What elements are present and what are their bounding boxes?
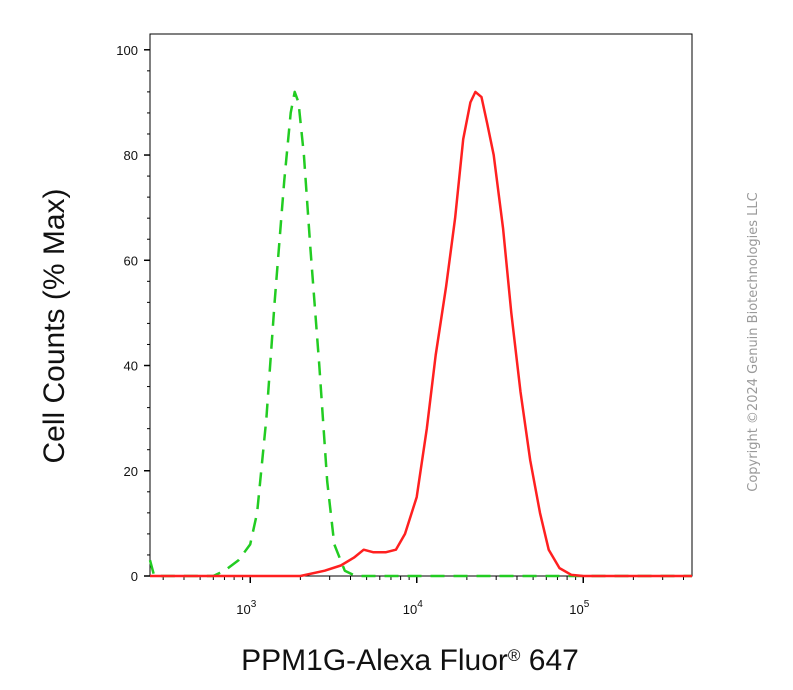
x-axis: 103 104 105: [162, 576, 684, 617]
x-tick-label: 104: [403, 599, 423, 617]
y-tick-label: 100: [116, 43, 138, 58]
y-tick-label: 80: [124, 148, 138, 163]
x-axis-title-main: PPM1G-Alexa Fluor: [241, 644, 508, 677]
histogram-line-2: [150, 90, 692, 578]
y-tick-label: 60: [124, 253, 138, 268]
x-tick-label: 103: [236, 599, 256, 617]
plot-frame: [149, 33, 693, 577]
x-tick-label: 105: [569, 599, 589, 617]
x-axis-title: PPM1G-Alexa Fluor® 647: [241, 644, 579, 677]
histogram-line-1: [148, 90, 692, 578]
y-tick-label: 40: [124, 359, 138, 374]
series-layer: [148, 90, 692, 578]
x-axis-title-tail: 647: [520, 644, 578, 677]
copyright-watermark: Copyright ©2024 Genuin Biotechnologies L…: [746, 192, 761, 491]
y-tick-label: 20: [124, 464, 138, 479]
y-axis-title: Cell Counts (% Max): [38, 188, 71, 463]
x-axis-title-registered-mark: ®: [508, 646, 521, 665]
y-axis: 0 20 40 60 80 100: [116, 43, 150, 584]
y-tick-label: 0: [131, 569, 138, 584]
